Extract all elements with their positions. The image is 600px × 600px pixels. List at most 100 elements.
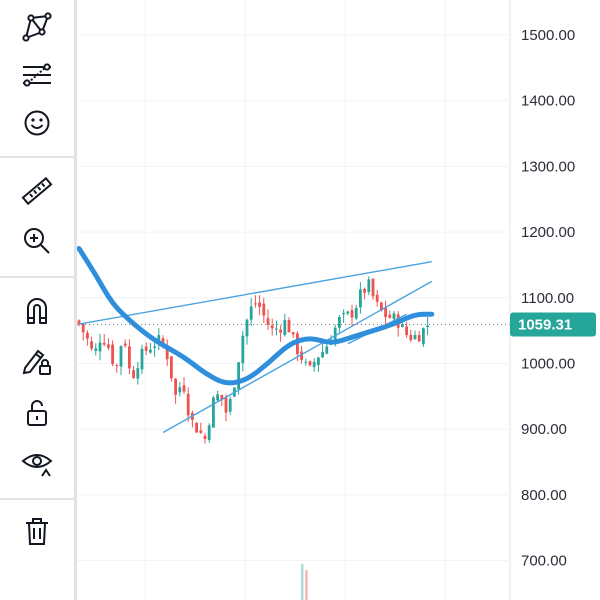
candle-body <box>258 302 261 307</box>
candle-body <box>346 311 350 314</box>
remove-drawings-button[interactable] <box>14 508 60 554</box>
pattern-tool-button[interactable] <box>14 4 60 50</box>
magnet-icon <box>27 298 47 324</box>
candle-body <box>207 425 211 440</box>
forecasting-tool-icon <box>23 63 51 87</box>
candle-body <box>275 328 278 330</box>
candle-body <box>308 361 312 366</box>
ruler-icon <box>21 176 53 206</box>
candle-body <box>132 370 135 379</box>
toolbar-divider <box>0 156 74 158</box>
candle-body <box>228 398 232 412</box>
candle-body <box>426 325 429 328</box>
candle-body <box>254 303 257 305</box>
eye-icon <box>21 454 53 477</box>
candle-body <box>212 397 215 428</box>
ruler-button[interactable] <box>14 168 60 214</box>
candle-body <box>405 326 408 336</box>
unlock-button[interactable] <box>14 390 60 436</box>
candle-body <box>128 346 131 369</box>
moving-average-line <box>76 246 435 386</box>
candle-body <box>224 397 228 413</box>
trendline-upper[interactable] <box>78 260 432 325</box>
candle-body <box>350 310 354 318</box>
candle-body <box>401 324 404 328</box>
candle-body <box>422 328 425 345</box>
candle-body <box>371 278 375 297</box>
unlock-icon <box>27 400 47 426</box>
toolbar-divider <box>0 498 74 500</box>
candle-body <box>86 332 89 339</box>
price-tick-label: 1000.00 <box>521 356 575 373</box>
volume-bar <box>305 570 308 600</box>
candle-body <box>287 319 291 333</box>
candle-body <box>178 387 182 393</box>
candle-body <box>203 435 207 440</box>
pattern-tool-icon <box>22 12 52 42</box>
grid-lines <box>77 0 508 600</box>
trendline-lower[interactable] <box>162 280 433 434</box>
candle-body <box>195 422 198 433</box>
candle-body <box>237 362 240 390</box>
candle-body <box>270 325 274 329</box>
volume-bar <box>301 564 304 600</box>
candle-body <box>115 365 119 367</box>
candle-body <box>312 361 316 367</box>
candle-body <box>81 324 85 333</box>
candle-body <box>140 348 144 370</box>
candle-body <box>182 385 186 392</box>
candle-body <box>98 342 102 352</box>
candle-body <box>119 346 123 367</box>
candle-body <box>249 306 253 320</box>
candle-body <box>388 314 392 318</box>
candle-body <box>153 346 156 348</box>
emoji-icon <box>24 110 50 136</box>
candle-body <box>136 368 140 379</box>
candle-body <box>144 346 148 351</box>
candle-body <box>359 289 362 308</box>
candle-body <box>384 307 387 318</box>
candle-body <box>77 320 81 325</box>
drawing-toolbar <box>0 0 74 600</box>
candle-body <box>174 378 177 395</box>
price-tick-label: 1300.00 <box>521 158 575 175</box>
price-tick-label: 1400.00 <box>521 93 575 110</box>
toolbar-divider <box>0 276 74 278</box>
candle-body <box>338 317 341 328</box>
candle-body <box>380 302 383 311</box>
price-axis[interactable]: 1500.00 1400.00 1300.00 1200.00 1100.00 1000.… <box>521 27 575 570</box>
zoom-in-icon <box>24 228 50 254</box>
candle-body <box>342 312 345 315</box>
price-tick-label: 1100.00 <box>521 290 574 307</box>
magnet-button[interactable] <box>14 288 60 334</box>
candle-body <box>291 332 295 335</box>
lock-drawings-button[interactable] <box>14 338 60 384</box>
candle-body <box>186 393 190 416</box>
candle-body <box>216 394 219 401</box>
candle-body <box>262 303 266 316</box>
hide-drawings-button[interactable] <box>14 440 60 486</box>
candle-body <box>220 394 224 400</box>
candle-body <box>354 308 358 319</box>
candle-body <box>363 288 366 293</box>
toolbar-border <box>74 0 77 600</box>
candle-body <box>375 294 379 302</box>
emoji-button[interactable] <box>14 100 60 146</box>
current-price-badge: 1059.31 <box>510 312 596 337</box>
candle-body <box>107 344 110 348</box>
candle-body <box>300 351 303 360</box>
forecasting-tool-button[interactable] <box>14 52 60 98</box>
zoom-in-button[interactable] <box>14 218 60 264</box>
candle-body <box>111 344 114 365</box>
candle-body <box>165 345 169 360</box>
price-tick-label: 1200.00 <box>521 224 575 241</box>
candle-body <box>199 430 203 433</box>
candlestick-series <box>77 276 429 444</box>
candle-body <box>102 342 106 345</box>
trendline-drawings[interactable] <box>78 260 433 434</box>
volume-bars <box>301 564 308 600</box>
candle-body <box>170 356 173 379</box>
price-tick-label: 700.00 <box>521 553 567 570</box>
price-tick-label: 900.00 <box>521 421 567 438</box>
